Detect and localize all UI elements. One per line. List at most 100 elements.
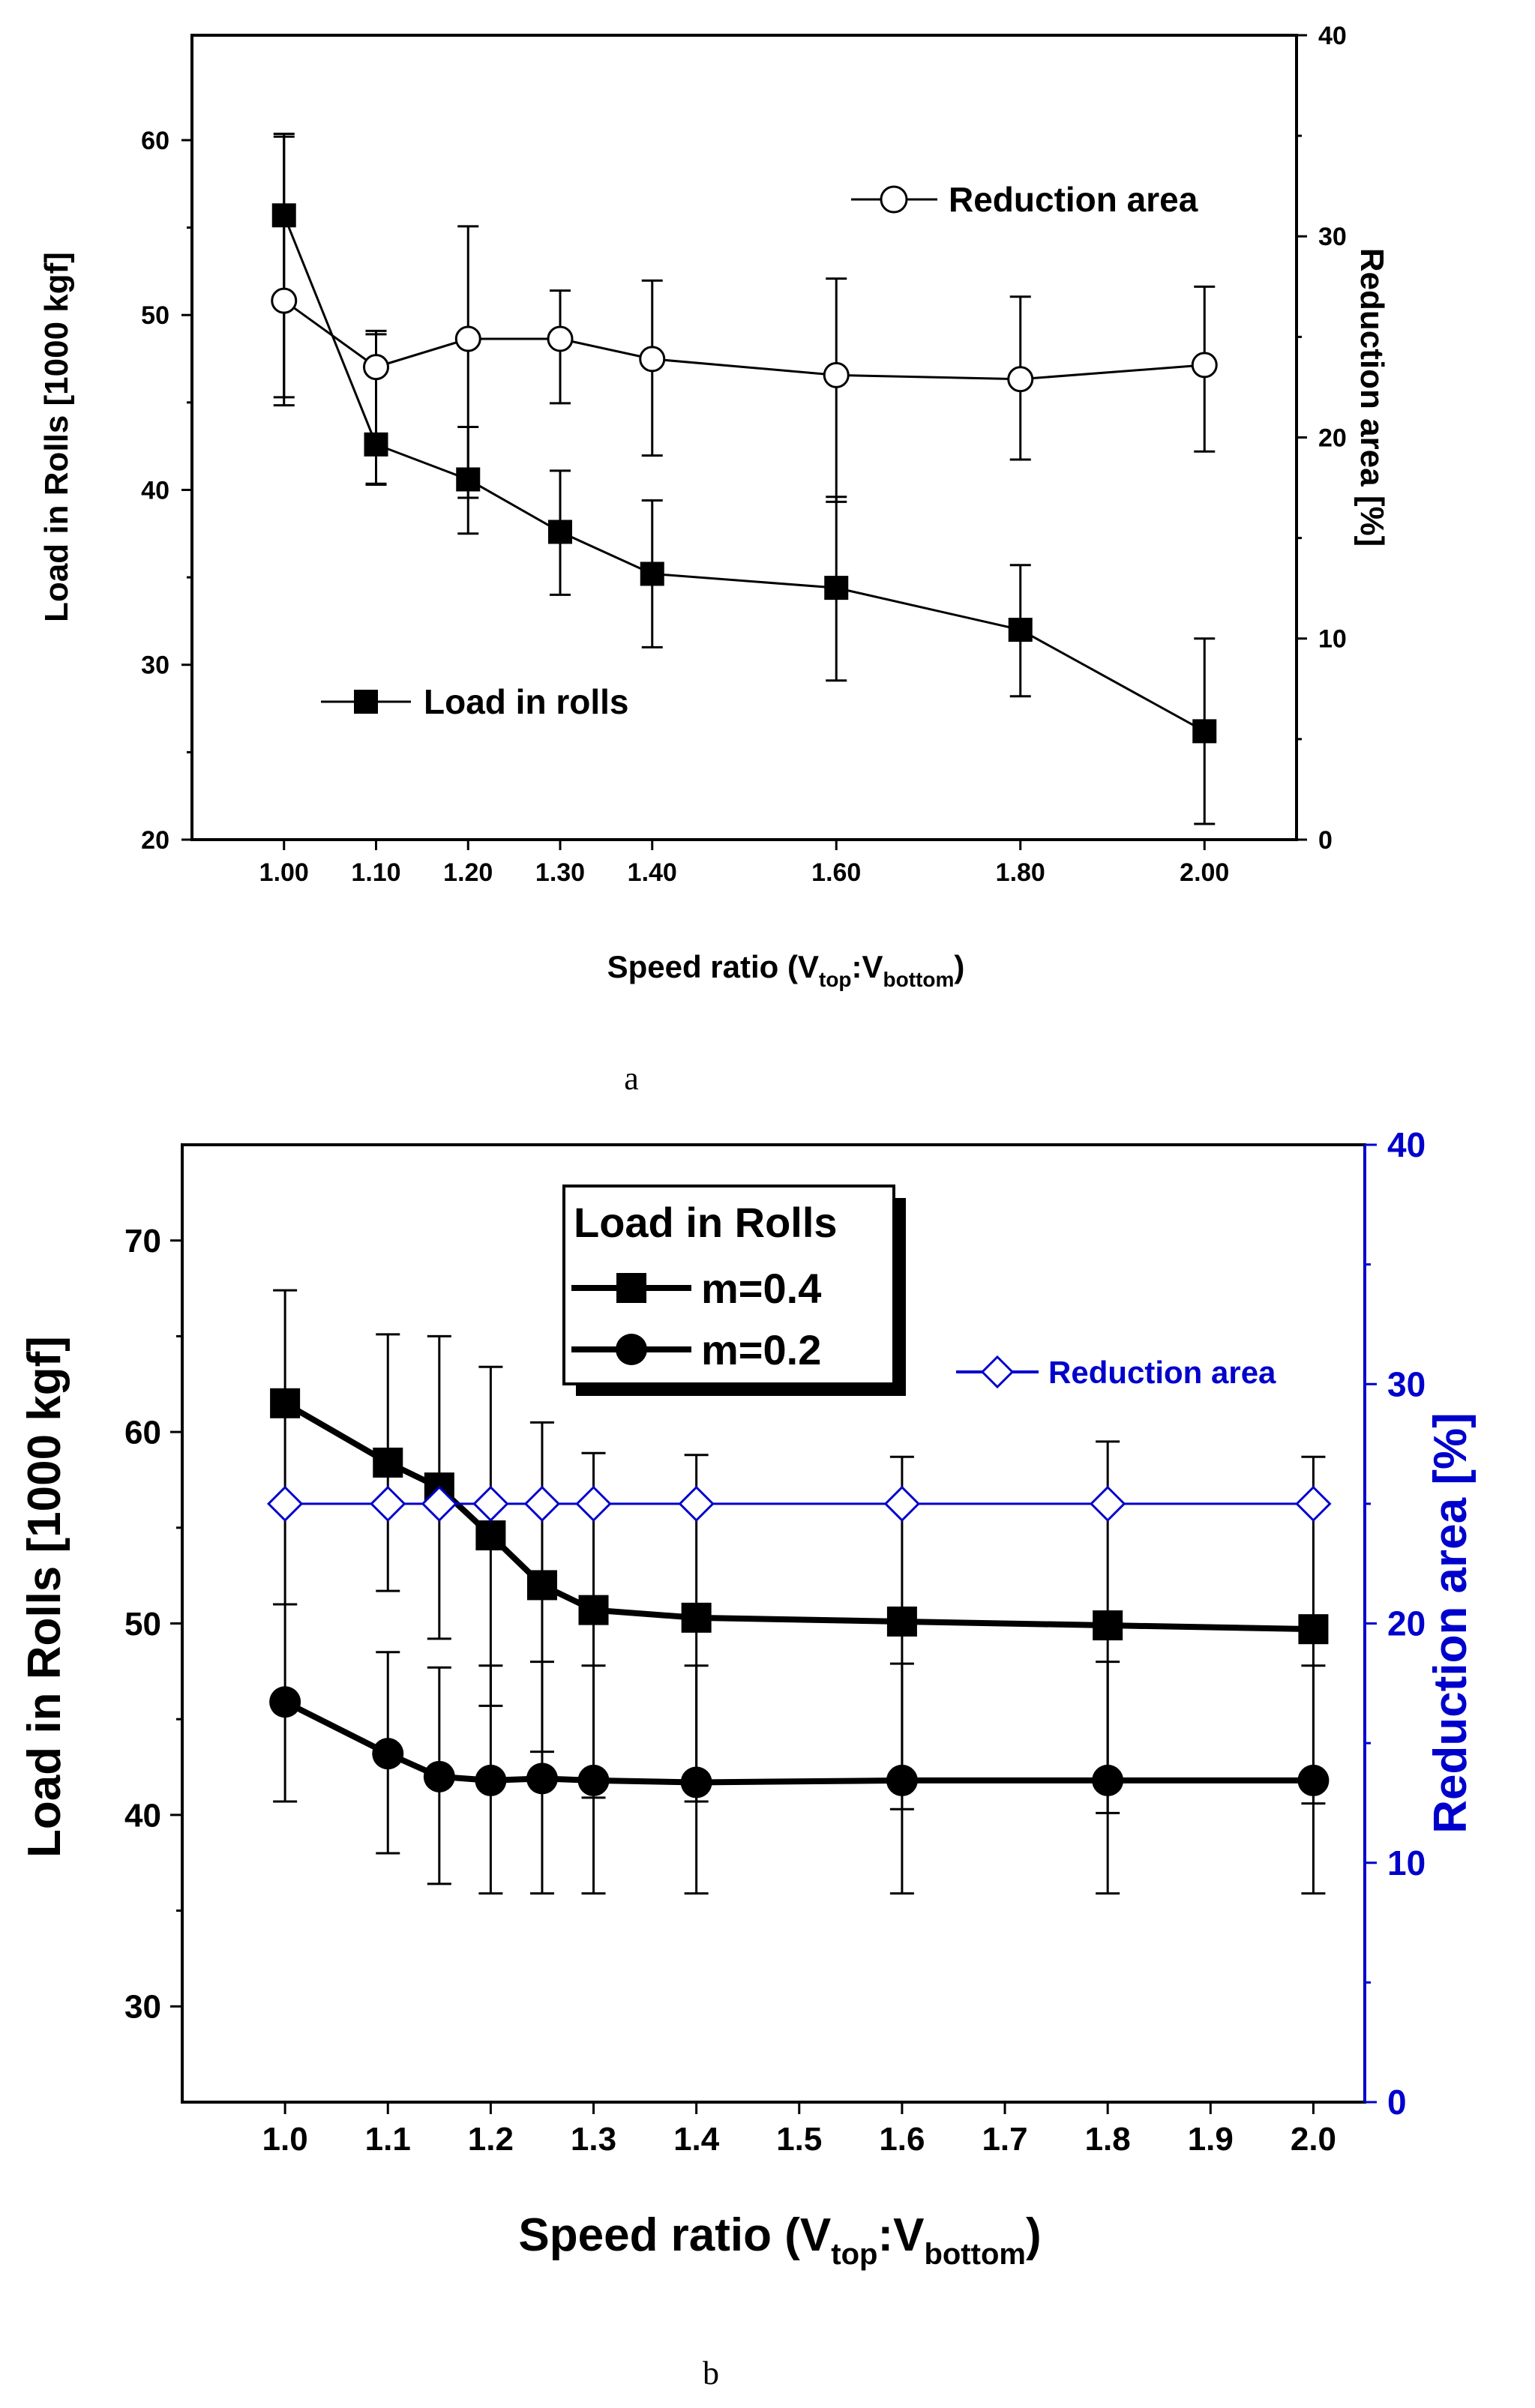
data-point-circle xyxy=(680,1766,712,1799)
data-point-circle xyxy=(886,1764,918,1796)
open-diamond-icon xyxy=(980,1355,1015,1389)
x-tick-label: 1.4 xyxy=(673,2121,720,2158)
data-point-open-circle xyxy=(1191,352,1218,379)
filled-circle-icon xyxy=(616,1334,647,1365)
chart-a-legend-reduction-label: Reduction area xyxy=(949,180,1198,219)
chart-b-legend-reduction: Reduction area xyxy=(956,1355,1276,1390)
data-point-circle xyxy=(475,1764,507,1796)
series-line-reduction-area xyxy=(283,299,1205,381)
data-point-circle xyxy=(1297,1764,1330,1796)
data-point-open-circle xyxy=(823,361,850,388)
chart-b-legend-reduction-label: Reduction area xyxy=(1048,1355,1276,1390)
x-tick-label: 1.9 xyxy=(1188,2121,1234,2158)
data-point-square xyxy=(640,562,664,586)
data-point-diamond xyxy=(472,1485,509,1522)
data-point-square xyxy=(270,1388,301,1418)
y-right-tick-label: 20 xyxy=(1387,1604,1426,1643)
chart-a-legend-load: Load in rolls xyxy=(321,682,628,721)
chart-b-ticks: 1.0 1.1 1.2 1.3 1.4 1.5 1.6 1.7 1.8 1.9 2.0 30 40 50 6… xyxy=(124,1125,1426,2158)
data-point-square xyxy=(271,203,296,228)
x-tick-label: 1.1 xyxy=(365,2121,411,2158)
x-tick-label: 1.00 xyxy=(259,858,309,887)
y-tick-label: 50 xyxy=(124,1606,161,1643)
chart-a-legend-reduction: Reduction area xyxy=(851,180,1198,219)
data-point-square xyxy=(824,576,849,601)
y-tick-label: 20 xyxy=(141,826,169,855)
y-right-tick-label: 20 xyxy=(1318,424,1347,452)
chart-a-legend-load-label: Load in rolls xyxy=(424,682,628,721)
data-point-square xyxy=(1298,1614,1329,1645)
data-point-open-circle xyxy=(271,287,298,314)
y-tick-label: 70 xyxy=(124,1223,161,1259)
x-tick-label: 1.80 xyxy=(996,858,1045,887)
chart-a-lines xyxy=(283,214,1205,732)
y-tick-label: 40 xyxy=(141,476,169,505)
data-point-circle xyxy=(269,1686,301,1718)
data-point-open-circle xyxy=(1007,366,1034,393)
chart-a-ticks: 1.00 1.10 1.20 1.30 1.40 1.60 1.80 2.00 20 30 40 50… xyxy=(141,22,1347,887)
data-point-circle xyxy=(1092,1764,1124,1796)
x-tick-label: 1.6 xyxy=(879,2121,925,2158)
y-tick-label: 60 xyxy=(141,127,169,155)
data-point-circle xyxy=(577,1764,610,1796)
x-tick-label: 2.00 xyxy=(1180,858,1229,887)
y-right-tick-label: 30 xyxy=(1387,1364,1426,1403)
y-tick-label: 50 xyxy=(141,301,169,330)
data-point-square xyxy=(1093,1610,1123,1641)
data-point-open-circle xyxy=(547,325,574,352)
data-point-square xyxy=(578,1595,609,1625)
data-point-diamond xyxy=(370,1485,406,1522)
x-tick-label: 1.10 xyxy=(351,858,400,887)
data-point-open-circle xyxy=(639,346,666,373)
chart-b-markers xyxy=(267,1388,1332,1799)
x-tick-label: 1.7 xyxy=(982,2121,1027,2158)
chart-b-ylabel: Load in Rolls [1000 kgf] xyxy=(19,1336,70,1858)
chart-a-ylabel: Load in Rolls [1000 kgf] xyxy=(38,252,75,622)
y-right-tick-label: 40 xyxy=(1387,1125,1426,1164)
data-point-diamond xyxy=(883,1485,921,1522)
x-tick-label: 1.2 xyxy=(468,2121,514,2158)
x-tick-label: 2.0 xyxy=(1291,2121,1336,2158)
series-line-m-0-2 xyxy=(283,1699,1314,1786)
chart-b: 1.0 1.1 1.2 1.3 1.4 1.5 1.6 1.7 1.8 1.9 2.0 30 40 50 6… xyxy=(19,1125,1477,2271)
chart-b-legend-m04: m=0.4 xyxy=(701,1265,821,1312)
y-right-tick-label: 0 xyxy=(1318,826,1333,855)
y-right-tick-label: 40 xyxy=(1318,22,1347,50)
x-tick-label: 1.40 xyxy=(628,858,677,887)
data-point-open-circle xyxy=(363,354,389,381)
chart-a: 1.00 1.10 1.20 1.30 1.40 1.60 1.80 2.00 20 30 40 50… xyxy=(38,22,1390,991)
data-point-square xyxy=(373,1447,403,1478)
data-point-diamond xyxy=(523,1485,561,1522)
chart-a-ylabel-right: Reduction area [%] xyxy=(1354,248,1390,547)
data-point-square xyxy=(886,1606,917,1637)
x-tick-label: 1.3 xyxy=(571,2121,616,2158)
data-point-circle xyxy=(526,1763,558,1795)
caption-b: b xyxy=(703,2355,719,2392)
data-point-diamond xyxy=(678,1485,715,1522)
chart-b-ylabel-right: Reduction area [%] xyxy=(1425,1412,1477,1834)
y-tick-label: 60 xyxy=(124,1415,161,1451)
x-tick-label: 1.0 xyxy=(262,2121,308,2158)
data-point-circle xyxy=(423,1760,455,1793)
chart-b-lines xyxy=(283,1400,1314,1786)
data-point-diamond xyxy=(1295,1485,1332,1522)
chart-b-legend: Load in Rolls m=0.4 m=0.2 xyxy=(562,1185,906,1396)
y-tick-label: 30 xyxy=(141,651,169,680)
chart-b-legend-title: Load in Rolls xyxy=(574,1199,838,1246)
y-tick-label: 40 xyxy=(124,1797,161,1834)
data-point-square xyxy=(475,1520,506,1551)
chart-b-xlabel: Speed ratio (Vtop:Vbottom) xyxy=(518,2209,1041,2271)
data-point-square xyxy=(364,432,388,457)
y-right-tick-label: 10 xyxy=(1387,1843,1426,1882)
filled-square-icon xyxy=(354,690,378,714)
data-point-diamond xyxy=(267,1485,304,1522)
x-tick-label: 1.60 xyxy=(811,858,861,887)
data-point-square xyxy=(1192,719,1217,744)
y-right-tick-label: 10 xyxy=(1318,625,1347,654)
x-tick-label: 1.20 xyxy=(443,858,493,887)
data-point-square xyxy=(526,1570,557,1601)
chart-b-legend-m02: m=0.2 xyxy=(701,1326,821,1373)
data-point-diamond xyxy=(1090,1485,1126,1522)
data-point-diamond xyxy=(575,1485,612,1522)
